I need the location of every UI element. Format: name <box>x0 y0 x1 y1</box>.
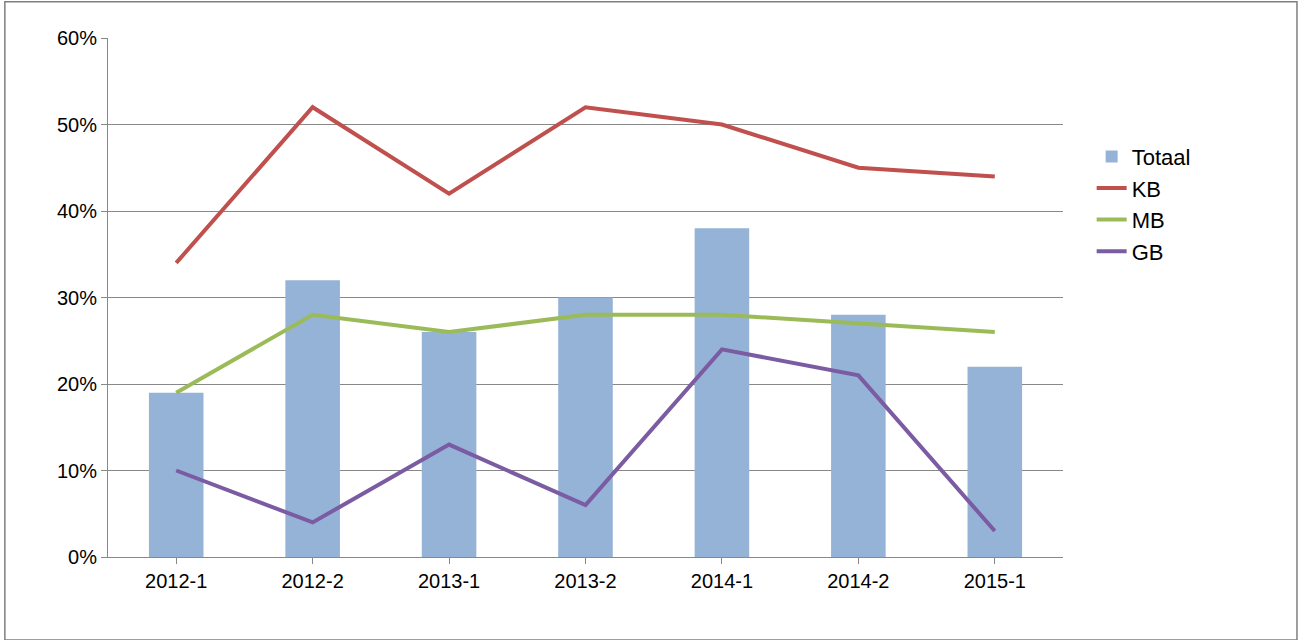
svg-text:GB: GB <box>1132 240 1164 265</box>
svg-text:2015-1: 2015-1 <box>964 570 1026 592</box>
svg-text:2014-1: 2014-1 <box>691 570 753 592</box>
svg-text:10%: 10% <box>57 460 97 482</box>
svg-text:2012-2: 2012-2 <box>281 570 343 592</box>
svg-text:30%: 30% <box>57 287 97 309</box>
svg-text:MB: MB <box>1132 208 1165 233</box>
svg-text:40%: 40% <box>57 200 97 222</box>
svg-text:Totaal: Totaal <box>1132 145 1191 170</box>
svg-text:2013-1: 2013-1 <box>418 570 480 592</box>
svg-text:2012-1: 2012-1 <box>145 570 207 592</box>
svg-text:2013-2: 2013-2 <box>554 570 616 592</box>
svg-text:KB: KB <box>1132 177 1161 202</box>
svg-text:20%: 20% <box>57 373 97 395</box>
svg-text:60%: 60% <box>57 27 97 49</box>
svg-text:0%: 0% <box>68 546 97 568</box>
svg-text:50%: 50% <box>57 114 97 136</box>
svg-text:2014-2: 2014-2 <box>827 570 889 592</box>
